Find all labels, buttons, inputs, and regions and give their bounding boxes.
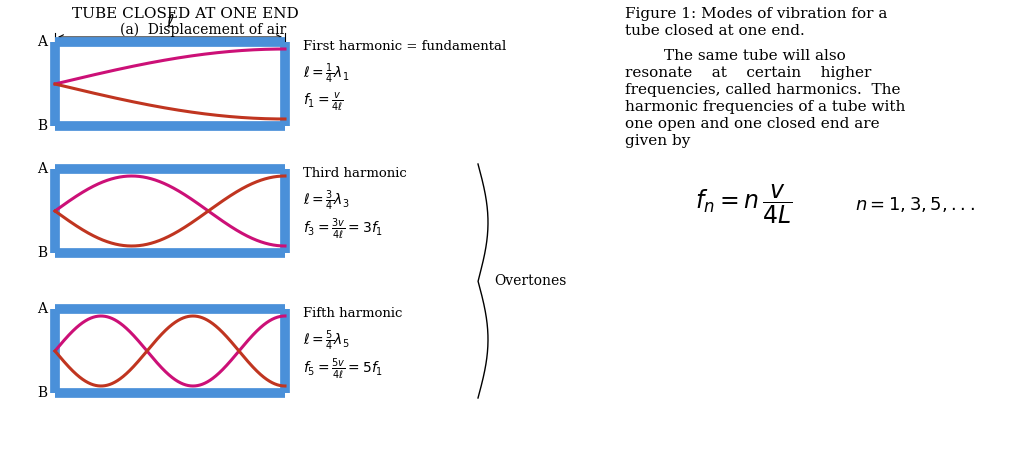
Text: B: B xyxy=(37,119,47,133)
Text: $\ell = \frac{3}{4}\lambda_3$: $\ell = \frac{3}{4}\lambda_3$ xyxy=(303,189,349,213)
Text: tube closed at one end.: tube closed at one end. xyxy=(625,24,805,38)
Text: $n = 1, 3, 5,...$: $n = 1, 3, 5,...$ xyxy=(855,195,975,213)
Text: Overtones: Overtones xyxy=(494,274,566,288)
Text: First harmonic = fundamental: First harmonic = fundamental xyxy=(303,40,506,53)
Text: Fifth harmonic: Fifth harmonic xyxy=(303,307,402,320)
Text: $f_3 = \frac{3v}{4\ell} = 3f_1$: $f_3 = \frac{3v}{4\ell} = 3f_1$ xyxy=(303,217,383,242)
Text: harmonic frequencies of a tube with: harmonic frequencies of a tube with xyxy=(625,100,905,114)
Text: $\ell = \frac{5}{4}\lambda_5$: $\ell = \frac{5}{4}\lambda_5$ xyxy=(303,329,349,353)
Text: $\ell$: $\ell$ xyxy=(166,13,174,31)
Text: The same tube will also: The same tube will also xyxy=(625,49,846,63)
Text: $f_n = n\,\dfrac{v}{4L}$: $f_n = n\,\dfrac{v}{4L}$ xyxy=(695,182,793,226)
Text: (a)  Displacement of air: (a) Displacement of air xyxy=(120,23,287,38)
Text: A: A xyxy=(37,162,47,176)
Text: B: B xyxy=(37,386,47,400)
Text: resonate    at    certain    higher: resonate at certain higher xyxy=(625,66,871,80)
Text: A: A xyxy=(37,35,47,49)
Text: TUBE CLOSED AT ONE END: TUBE CLOSED AT ONE END xyxy=(72,7,298,21)
Text: one open and one closed end are: one open and one closed end are xyxy=(625,117,880,131)
Text: $\ell = \frac{1}{4}\lambda_1$: $\ell = \frac{1}{4}\lambda_1$ xyxy=(303,62,349,86)
Text: B: B xyxy=(37,246,47,260)
Text: frequencies, called harmonics.  The: frequencies, called harmonics. The xyxy=(625,83,900,97)
Text: Figure 1: Modes of vibration for a: Figure 1: Modes of vibration for a xyxy=(625,7,888,21)
Text: $f_5 = \frac{5v}{4\ell} = 5f_1$: $f_5 = \frac{5v}{4\ell} = 5f_1$ xyxy=(303,356,383,381)
Text: Third harmonic: Third harmonic xyxy=(303,167,407,180)
Text: given by: given by xyxy=(625,134,690,148)
Text: $f_1 = \frac{v}{4\ell}$: $f_1 = \frac{v}{4\ell}$ xyxy=(303,91,344,113)
Text: A: A xyxy=(37,302,47,316)
